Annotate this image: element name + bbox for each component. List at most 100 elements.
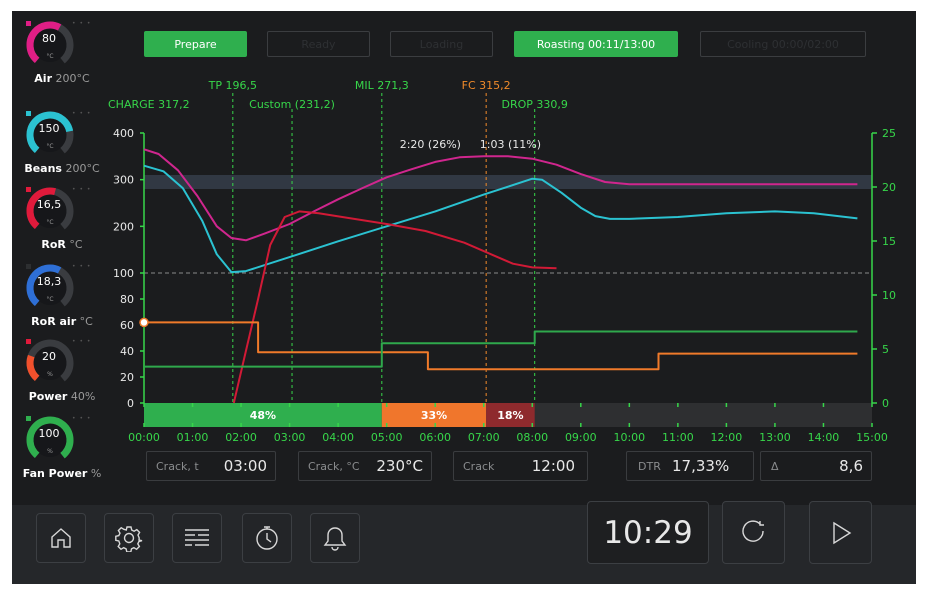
alarm-button[interactable] (310, 513, 360, 563)
home-icon (51, 528, 71, 548)
phase-label: 18% (497, 409, 523, 422)
gauge-name: Power (28, 390, 68, 403)
gauge-value: 18,3 (36, 275, 62, 288)
crack-temp-label: Crack, °C (308, 460, 360, 473)
gauge-setpoint: °C (69, 238, 83, 251)
gauge-indicator-square (26, 111, 31, 116)
left-tick-label: 80 (120, 293, 134, 306)
timer-button[interactable] (242, 513, 292, 563)
series-line-0 (143, 148, 858, 242)
crack-temp-value: 230°C (376, 457, 423, 475)
gauge-unit: °C (46, 219, 53, 226)
gauge-label: RoR air °C (12, 315, 112, 328)
gauge-indicator-square (26, 264, 31, 269)
left-tick-label: 60 (120, 319, 134, 332)
gauge-menu-dots-icon: • • • (72, 415, 92, 422)
left-tick-label: 200 (113, 220, 134, 233)
phase-time-label: 2:20 (26%) (400, 138, 461, 151)
target-band (144, 175, 872, 189)
gauge-unit: °C (46, 53, 53, 60)
left-tick-label: 300 (113, 174, 134, 187)
gauge-unit: °C (46, 143, 53, 150)
x-tick-label: 05:00 (371, 431, 403, 444)
stage-cooling-button[interactable]: Cooling 00:00/02:00 (700, 31, 866, 57)
roaster-screen: • • • °C 80 Air 200°C • • • °C 150 Beans 200°C •… (12, 11, 916, 584)
x-tick-label: 08:00 (516, 431, 548, 444)
x-tick-label: 15:00 (856, 431, 888, 444)
stage-prepare-button[interactable]: Prepare (144, 31, 247, 57)
right-tick-label: 0 (882, 397, 889, 410)
event-label: TP 196,5 (208, 79, 257, 92)
gauge-name: Beans (24, 162, 62, 175)
crack-time-label: Crack, t (156, 460, 199, 473)
refresh-button[interactable] (722, 501, 785, 564)
gauge-beans[interactable]: • • • °C 150 Beans 200°C (12, 107, 112, 185)
gauge-value: 100 (38, 427, 60, 440)
gauge-ring-icon: % (26, 339, 74, 387)
right-tick-label: 20 (882, 181, 896, 194)
crack-value: 12:00 (531, 457, 575, 475)
stage-roasting-button[interactable]: Roasting 00:11/13:00 (514, 31, 678, 57)
gauge-label: RoR °C (12, 238, 112, 251)
dtr-label: DTR (638, 460, 661, 473)
stage-ready-button[interactable]: Ready (267, 31, 370, 57)
phase-segment (486, 403, 535, 427)
gauge-rorair[interactable]: • • • °C 18,3 RoR air °C (12, 260, 112, 338)
gauge-name: Air (34, 72, 53, 85)
left-tick-label: 400 (113, 127, 134, 140)
crack-temp-box[interactable]: Crack, °C 230°C (298, 451, 432, 481)
gauge-ror[interactable]: • • • °C 16,5 RoR °C (12, 183, 112, 261)
right-tick-label: 15 (882, 235, 896, 248)
gauge-setpoint: 200°C (65, 162, 100, 175)
gauge-setpoint: 40% (70, 390, 96, 403)
home-button[interactable] (36, 513, 86, 563)
crack-time-box[interactable]: Crack, t 03:00 (146, 451, 276, 481)
play-button[interactable] (809, 501, 872, 564)
gauge-value: 20 (42, 350, 56, 363)
settings-button[interactable] (104, 513, 154, 563)
gauge-air[interactable]: • • • °C 80 Air 200°C (12, 17, 112, 95)
right-tick-label: 5 (882, 343, 889, 356)
x-tick-label: 02:00 (225, 431, 257, 444)
crack-box[interactable]: Crack 12:00 (453, 451, 588, 481)
gauge-unit: % (47, 371, 53, 378)
settings-gear-icon (115, 526, 143, 552)
x-tick-label: 10:00 (613, 431, 645, 444)
play-icon (832, 521, 851, 544)
dtr-box[interactable]: DTR 17,33% (626, 451, 754, 481)
right-tick-label: 10 (882, 289, 896, 302)
gauge-label: Power 40% (12, 390, 112, 403)
gauge-ring-icon: °C (26, 21, 74, 69)
phase-label: 33% (421, 409, 447, 422)
phase-time-label: 1:03 (11%) (480, 138, 541, 151)
x-tick-label: 13:00 (759, 431, 791, 444)
left-tick-label: 20 (120, 371, 134, 384)
gauge-indicator-square (26, 339, 31, 344)
x-tick-label: 11:00 (662, 431, 694, 444)
event-label: DROP 330,9 (501, 98, 567, 111)
gauge-menu-dots-icon: • • • (72, 20, 92, 27)
series-line-3 (144, 321, 858, 371)
clock-time: 10:29 (603, 514, 693, 551)
phase-segment (144, 403, 382, 427)
gauge-unit: % (47, 448, 53, 455)
gauge-fan[interactable]: • • •% 100 Fan Power % (12, 412, 112, 490)
gauge-value: 80 (42, 32, 56, 45)
x-tick-label: 00:00 (128, 431, 160, 444)
stage-loading-button[interactable]: Loading (390, 31, 493, 57)
gauge-power[interactable]: • • •% 20 Power 40% (12, 335, 112, 413)
clock-display: 10:29 (587, 501, 709, 564)
gauge-name: RoR air (31, 315, 77, 328)
delta-box[interactable]: Δ 8,6 (760, 451, 872, 481)
x-tick-label: 14:00 (808, 431, 840, 444)
gauge-unit: °C (46, 296, 53, 303)
start-marker (139, 317, 149, 328)
recipe-list-button[interactable] (172, 513, 222, 563)
dtr-value: 17,33% (672, 457, 730, 475)
crack-time-value: 03:00 (223, 457, 267, 475)
x-tick-label: 03:00 (274, 431, 306, 444)
crack-label: Crack (463, 460, 495, 473)
gauge-value: 16,5 (36, 198, 62, 211)
x-tick-label: 07:00 (468, 431, 500, 444)
left-tick-label: 0 (127, 397, 134, 410)
